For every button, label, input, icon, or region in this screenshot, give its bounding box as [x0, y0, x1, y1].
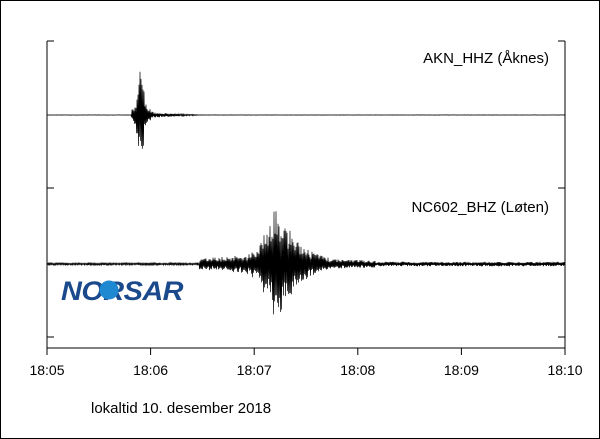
x-tick-label: 18:08 [340, 362, 375, 378]
x-tick-label: 18:06 [133, 362, 168, 378]
norsar-logo-text: NORSAR [61, 276, 184, 306]
series-label-akn: AKN_HHZ (Åknes) [423, 50, 549, 67]
x-tick-label: 18:10 [547, 362, 582, 378]
x-tick-label: 18:09 [444, 362, 479, 378]
x-tick-label: 18:05 [29, 362, 64, 378]
x-tick-label: 18:07 [237, 362, 272, 378]
traces [46, 71, 566, 315]
x-axis-caption: lokaltid 10. desember 2018 [91, 400, 272, 417]
axes [46, 40, 566, 355]
norsar-logo: NORSAR [61, 276, 185, 306]
series-label-nc602: NC602_BHZ (Løten) [411, 199, 549, 216]
series-trace [46, 71, 566, 149]
x-tick-labels: 18:05 18:06 18:07 18:08 18:09 18:10 [29, 362, 582, 378]
norsar-logo-dot [99, 280, 119, 300]
series-trace [46, 211, 566, 315]
